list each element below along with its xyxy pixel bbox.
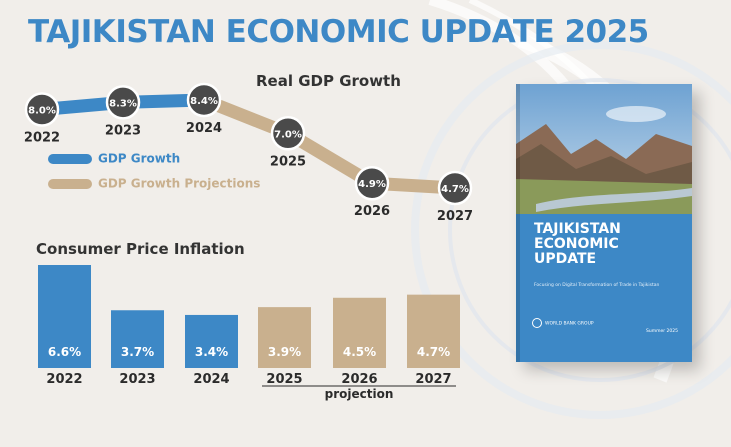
cover-date: Summer 2025 <box>646 329 678 334</box>
gdp-point-label: 8.0% <box>28 106 56 117</box>
gdp-point-label: 4.9% <box>358 179 386 190</box>
gdp-point-label: 4.7% <box>441 184 469 195</box>
cpi-bar <box>258 307 311 368</box>
gdp-point <box>437 170 473 206</box>
cpi-bar <box>185 314 238 368</box>
cpi-bar <box>407 294 460 368</box>
gdp-point <box>354 165 390 201</box>
cpi-chart-title: Consumer Price Inflation <box>36 240 245 258</box>
cover-spine <box>516 84 520 362</box>
publisher-logo: WORLD BANK GROUP <box>532 318 602 328</box>
gdp-chart-title: Real GDP Growth <box>256 72 401 90</box>
cpi-bar-label: 3.7% <box>121 345 154 359</box>
gdp-point <box>105 85 141 120</box>
cpi-bar-label: 4.5% <box>343 345 376 359</box>
cpi-year-label: 2025 <box>266 372 302 387</box>
cover-photo <box>516 84 692 214</box>
cover-title-line: ECONOMIC <box>534 236 619 252</box>
gdp-year-label: 2022 <box>24 131 60 146</box>
page-title: TAJIKISTAN ECONOMIC UPDATE 2025 <box>28 14 649 50</box>
cpi-bar <box>38 265 91 368</box>
gdp-point-label: 8.4% <box>190 96 218 107</box>
cover-title-line: UPDATE <box>534 251 597 267</box>
cover-title: TAJIKISTAN ECONOMIC UPDATE <box>534 222 684 267</box>
cover-title-line: TAJIKISTAN <box>534 221 621 237</box>
gdp-point-label: 7.0% <box>274 129 302 140</box>
cpi-year-label: 2027 <box>415 372 451 387</box>
gdp-year-label: 2024 <box>186 121 222 136</box>
cpi-bar-label: 3.4% <box>195 345 228 359</box>
gdp-point-label: 8.3% <box>109 98 137 109</box>
gdp-point <box>186 82 222 118</box>
report-cover: TAJIKISTAN ECONOMIC UPDATE Focusing on D… <box>516 84 692 362</box>
cpi-bar-label: 4.7% <box>417 345 450 359</box>
gdp-year-label: 2026 <box>354 204 390 219</box>
cpi-year-label: 2026 <box>341 372 377 387</box>
gdp-point <box>270 116 306 151</box>
gdp-projection-line <box>197 93 462 195</box>
legend-swatch-actual <box>48 153 92 164</box>
legend-label-actual: GDP Growth <box>98 151 181 166</box>
projection-label: projection <box>325 387 394 401</box>
gdp-year-label: 2027 <box>437 209 473 224</box>
globe-icon <box>532 318 542 328</box>
cpi-year-label: 2023 <box>119 372 155 387</box>
cpi-bar <box>333 297 386 368</box>
legend-item-actual: GDP Growth <box>48 151 180 166</box>
legend-label-projection: GDP Growth Projections <box>98 176 261 191</box>
legend-swatch-projection <box>48 178 92 189</box>
cpi-year-label: 2022 <box>46 372 82 387</box>
cover-subtitle: Focusing on Digital Transformation of Tr… <box>534 283 660 288</box>
cpi-bar <box>111 310 164 368</box>
publisher-name: WORLD BANK GROUP <box>545 321 594 327</box>
cpi-bar-label: 3.9% <box>268 345 301 359</box>
gdp-year-label: 2023 <box>105 123 141 138</box>
gdp-year-label: 2025 <box>270 154 306 169</box>
legend-item-projection: GDP Growth Projections <box>48 176 260 191</box>
cpi-bar-label: 6.6% <box>48 345 81 359</box>
gdp-point <box>24 92 60 127</box>
cpi-year-label: 2024 <box>193 372 229 387</box>
